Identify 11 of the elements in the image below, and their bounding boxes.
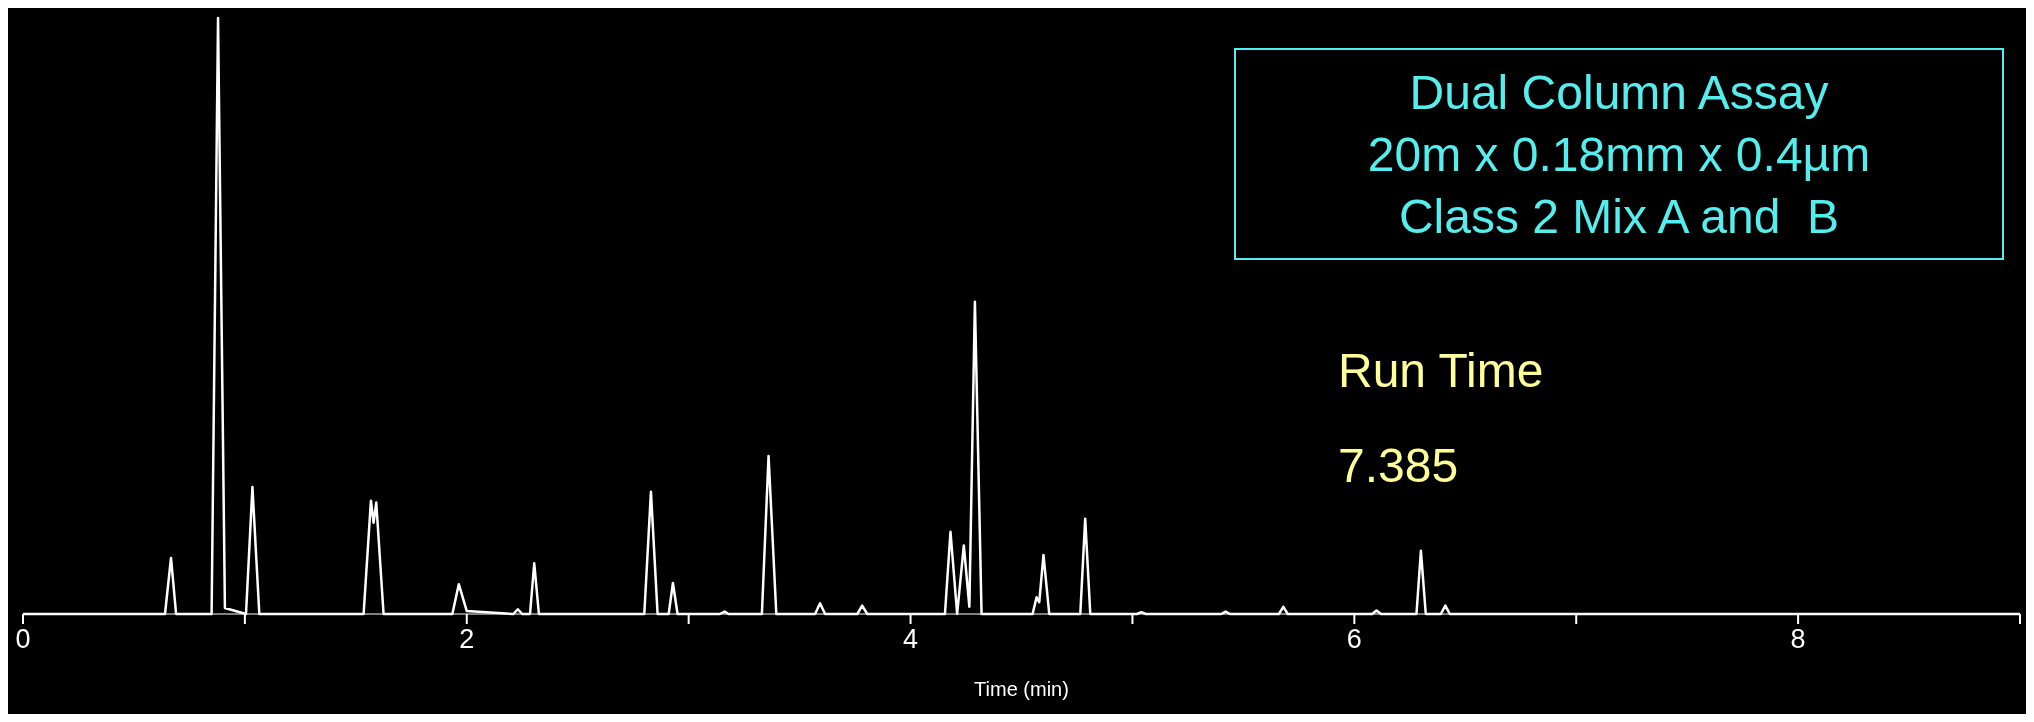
x-tick-label: 8	[1790, 624, 1806, 654]
annotation: 20m x 0.18mm x 0.4µm	[1366, 127, 1872, 183]
annotation: Dual Column Assay	[1408, 65, 1830, 121]
x-tick-label: 6	[1346, 624, 1362, 654]
x-tick-label: 0	[15, 624, 31, 654]
annotation: Class 2 Mix A and B	[1397, 189, 1841, 245]
annotation: Run Time	[1338, 343, 1544, 398]
x-tick-label: 4	[903, 624, 919, 654]
x-axis-title: Time (min)	[974, 678, 1069, 700]
x-tick-label: 2	[459, 624, 475, 654]
annotation: 7.385	[1338, 438, 1459, 493]
